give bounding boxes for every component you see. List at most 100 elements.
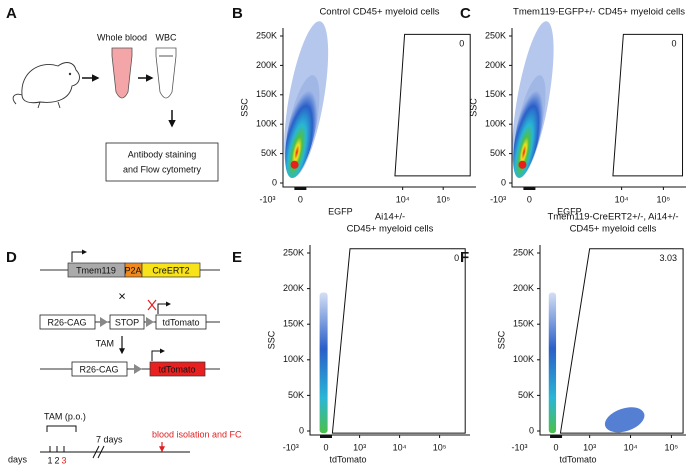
label: × — [118, 288, 126, 303]
y-tick-label: 200K — [513, 283, 534, 293]
plot-title: Tmem119-CreERT2+/-, Ai14+/- — [547, 212, 678, 223]
label: TAM — [96, 338, 114, 348]
plot-title: Control CD45+ myeloid cells — [319, 7, 439, 18]
y-tick-label: 250K — [485, 30, 506, 40]
label: days — [8, 454, 28, 464]
promoter — [157, 301, 171, 314]
gate-value: 0 — [454, 253, 459, 263]
y-tick-label: 150K — [513, 319, 534, 329]
label: Whole blood — [97, 32, 147, 42]
density — [513, 75, 546, 178]
zero-ticks — [320, 435, 332, 438]
density — [548, 292, 557, 434]
x-tick-label: 10⁴ — [615, 194, 629, 204]
panel-letter: D — [6, 249, 17, 266]
x-tick-label: 10³ — [353, 442, 366, 452]
x-tick-label: 10⁵ — [433, 442, 447, 452]
y-tick-label: 0 — [272, 177, 277, 187]
label: and Flow cytometry — [123, 164, 202, 174]
box — [109, 314, 145, 330]
label: tdTomato — [162, 317, 199, 327]
panel-letter: F — [460, 249, 469, 266]
x-tick-label: 10⁴ — [393, 442, 407, 452]
panel-letter: E — [232, 249, 242, 266]
plot-title: CD45+ myeloid cells — [570, 224, 657, 235]
y-tick-label: 250K — [513, 247, 534, 257]
axes — [282, 28, 476, 188]
x-tick-label: 10⁵ — [657, 194, 671, 204]
box — [141, 262, 201, 278]
box — [155, 314, 207, 330]
gate — [612, 33, 684, 177]
zero-ticks — [294, 187, 307, 190]
y-axis-label: SSC — [496, 330, 506, 349]
plot-title: Tmem119-EGFP+/- CD45+ myeloid cells — [513, 7, 685, 18]
bracket — [46, 425, 77, 432]
y-tick-label: 150K — [283, 319, 304, 329]
density — [604, 407, 645, 433]
label: blood isolation and FC — [152, 429, 242, 439]
y-tick-label: 150K — [485, 89, 506, 99]
zero-ticks — [550, 435, 563, 438]
label: R26-CAG — [47, 317, 86, 327]
gate — [331, 248, 466, 434]
x-tick-label: -10³ — [512, 442, 528, 452]
tube — [155, 47, 177, 99]
y-tick-label: 150K — [256, 89, 277, 99]
x-tick-label: -10³ — [283, 442, 299, 452]
y-tick-label: 100K — [256, 119, 277, 129]
x-tick-label: 10⁵ — [665, 442, 679, 452]
x-axis-label: EGFP — [328, 206, 353, 216]
x-tick-label: 0 — [298, 194, 303, 204]
x-tick-label: 0 — [527, 194, 532, 204]
gate-value: 3.03 — [660, 253, 678, 263]
axes — [309, 245, 470, 436]
y-axis-label: SSC — [239, 98, 249, 117]
label: CreERT2 — [152, 265, 189, 275]
y-tick-label: 250K — [256, 30, 277, 40]
x-tick-label: 10⁵ — [436, 194, 450, 204]
label: 3 — [61, 455, 66, 465]
x-axis-label: EGFP — [557, 206, 582, 216]
label: 2 — [54, 455, 59, 465]
label: Antibody staining — [128, 149, 197, 159]
box — [39, 314, 96, 330]
box — [71, 361, 128, 377]
y-tick-label: 200K — [256, 60, 277, 70]
label: 7 days — [96, 434, 123, 444]
x-tick-label: 10⁴ — [396, 194, 410, 204]
label: 1 — [47, 455, 52, 465]
y-tick-label: 0 — [529, 425, 534, 435]
loxp — [100, 317, 108, 327]
label: Tmem119 — [76, 265, 116, 275]
gate-value: 0 — [459, 39, 464, 49]
x-tick-label: 0 — [323, 442, 328, 452]
y-tick-label: 100K — [513, 354, 534, 364]
x-tick-label: 10⁴ — [624, 442, 638, 452]
x-tick-label: 10³ — [583, 442, 596, 452]
panel-letter: B — [232, 5, 243, 22]
axes — [511, 28, 686, 188]
mouse-eye — [68, 72, 72, 76]
x-axis-label: tdTomato — [560, 454, 597, 464]
box — [105, 142, 219, 182]
density-core — [518, 160, 527, 169]
loxp — [134, 364, 142, 374]
gate-value: 0 — [672, 39, 677, 49]
y-tick-label: 250K — [283, 247, 304, 257]
tick — [49, 446, 65, 452]
panel-letter: A — [6, 5, 17, 22]
loxp — [146, 317, 154, 327]
y-tick-label: 100K — [283, 354, 304, 364]
y-tick-label: 50K — [490, 148, 506, 158]
tube — [111, 47, 133, 99]
x-tick-label: -10³ — [490, 194, 506, 204]
density — [319, 292, 328, 434]
y-axis-label: SSC — [468, 98, 478, 117]
y-tick-label: 0 — [299, 425, 304, 435]
promoter — [151, 348, 165, 361]
y-tick-label: 200K — [283, 283, 304, 293]
x-axis-label: tdTomato — [329, 454, 366, 464]
zero-ticks — [523, 187, 536, 190]
